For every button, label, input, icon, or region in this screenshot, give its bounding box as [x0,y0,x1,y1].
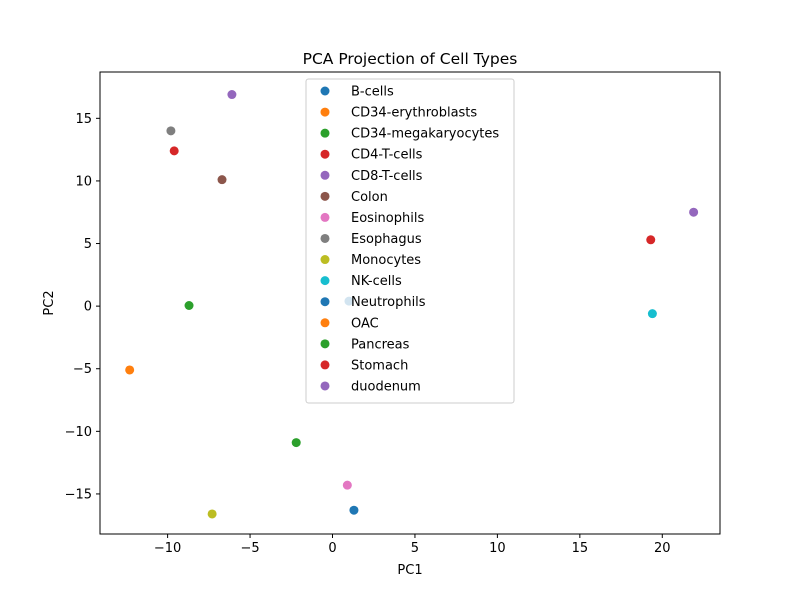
x-tick-label: −5 [240,541,259,556]
axes-frame [99,71,721,535]
legend-entry-label: duodenum [351,379,421,394]
legend-entry-label: Stomach [351,358,408,373]
legend-marker [320,128,330,138]
y-tick-label: −5 [73,362,92,377]
y-tick-label: 15 [75,112,92,127]
y-axis-label: PC2 [42,290,57,315]
data-point [647,309,657,319]
y-tick-label: −10 [65,425,92,440]
legend-marker [320,233,330,243]
legend-marker [320,149,330,159]
legend-entry-label: Colon [351,190,388,205]
data-point [646,235,656,245]
legend-entry-label: Esophagus [351,232,422,247]
legend-entry-label: OAC [351,316,379,331]
legend-entry-label: CD4-T-cells [351,148,423,163]
data-point [227,90,237,100]
y-tick-label: 5 [84,237,92,252]
axes [99,71,721,535]
legend-marker [320,318,330,328]
legend-marker [320,276,330,286]
y-tick-label: 10 [75,174,92,189]
y-axis-ticks: −15 −10 −5 0 5 10 15 [65,112,100,502]
legend-marker [320,381,330,391]
legend-marker [320,107,330,117]
x-axis-ticks: −10 −5 0 5 10 15 20 [154,534,671,556]
legend-marker [320,297,330,307]
x-tick-label: 5 [411,541,419,556]
legend-entry-label: CD34-megakaryocytes [351,127,499,142]
data-point [125,365,135,375]
legend-entry-label: Eosinophils [351,211,424,226]
x-tick-label: 10 [489,541,506,556]
legend-entry-label: CD34-erythroblasts [351,106,477,121]
x-tick-label: 15 [572,541,589,556]
data-point [184,301,194,311]
data-point [166,126,176,136]
legend-marker [320,255,330,265]
data-point [207,509,217,519]
data-point [342,480,352,490]
legend-entry-label: Monocytes [351,253,421,268]
x-tick-label: 20 [654,541,671,556]
legend-marker [320,86,330,96]
legend-entry-label: Neutrophils [351,295,426,310]
x-tick-label: −10 [154,541,181,556]
data-point [349,505,359,515]
legend-entry-label: B-cells [351,85,394,100]
y-tick-label: 0 [84,300,92,315]
legend-marker [320,170,330,180]
legend-entry-label: NK-cells [351,274,402,289]
chart-title: PCA Projection of Cell Types [303,50,518,68]
data-point [217,175,227,185]
data-point [689,207,699,217]
y-tick-label: −15 [65,487,92,502]
legend-entry-label: Pancreas [351,337,410,352]
legend-marker [320,191,330,201]
legend-marker [320,360,330,370]
legend-marker [320,212,330,222]
legend-marker [320,339,330,349]
x-axis-label: PC1 [397,563,422,578]
legend-entry-label: CD8-T-cells [351,169,423,184]
legend-box [305,78,515,404]
legend: B-cells CD34-erythroblasts CD34-megakaryoc… [305,78,515,404]
x-tick-label: 0 [328,541,336,556]
data-point [169,146,179,156]
data-point [291,438,301,448]
